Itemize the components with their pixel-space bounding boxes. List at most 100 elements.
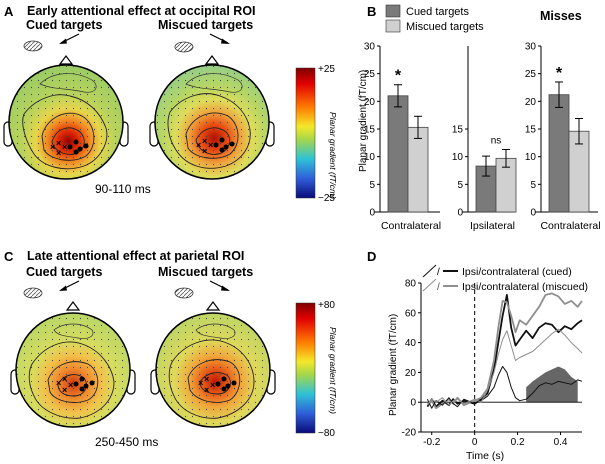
legend-miscued: / Ipsi/contralateral (miscued): [422, 278, 588, 293]
y-tick-label: 20: [364, 97, 376, 108]
panel-letter: A: [4, 4, 14, 19]
series-line-ipsi-cued: [426, 365, 583, 409]
group-label: Ipsilateral: [470, 220, 515, 232]
y-tick-label: 5: [369, 180, 375, 191]
svg-text:×: ×: [56, 378, 61, 388]
significance-label: ns: [491, 135, 502, 146]
bar-cued: [387, 95, 409, 213]
legend-label-miscued: Miscued targets: [406, 21, 484, 33]
y-tick-label: -20: [402, 428, 417, 439]
svg-text:×: ×: [50, 142, 55, 152]
y-tick-label: 25: [364, 69, 376, 80]
colorbar-min-label: −25: [318, 193, 335, 204]
colorbar-max-label: +80: [318, 300, 335, 311]
group-label: Contralateral: [540, 220, 600, 232]
y-tick-label: 5: [530, 180, 536, 191]
svg-text:/: /: [437, 282, 440, 293]
significance-label: *: [395, 68, 402, 85]
cued-label: Cued targets: [26, 265, 102, 279]
y-tick-label: 40: [405, 338, 417, 349]
svg-text:×: ×: [198, 378, 203, 388]
x-tick-label: 0.4: [554, 437, 568, 448]
cued-label: Cued targets: [26, 18, 102, 32]
y-tick-label: 0: [530, 208, 536, 219]
bar-chart: 0 5 10 15 20 25 30 * Contralateral 0 5 10 15 ns Ipsila…: [364, 42, 601, 233]
y-tick-label: 10: [452, 152, 464, 163]
y-tick-label: 80: [405, 279, 417, 290]
y-tick-label: 20: [525, 97, 537, 108]
y-axis-label: Planar gradient (fT/cm): [388, 314, 399, 416]
svg-text:×: ×: [62, 142, 67, 152]
y-tick-label: 10: [364, 152, 376, 163]
legend-swatch-cued: [385, 4, 401, 18]
line-chart: -20 0 20 40 60 80 -0.2 0 0.2 0.4: [402, 279, 583, 448]
misses-title: Misses: [540, 9, 582, 23]
right-arrow-icon: [209, 33, 230, 44]
y-tick-label: 0: [457, 208, 463, 219]
svg-text:×: ×: [202, 136, 207, 146]
bar-miscued: [407, 126, 429, 213]
svg-text:×: ×: [196, 140, 201, 150]
cue-ellipse-icon: [23, 287, 43, 299]
y-tick-label: 60: [405, 308, 417, 319]
svg-text:×: ×: [56, 148, 61, 158]
colorbar-a: +25 −25 Planar gradient (fT/cm): [295, 64, 338, 204]
colorbar-axis-label: Planar gradient (fT/cm): [328, 327, 338, 414]
miscued-label: Miscued targets: [158, 265, 253, 279]
cue-ellipse-icon: [174, 41, 194, 53]
x-tick-label: -0.2: [423, 437, 441, 448]
miscued-label: Miscued targets: [158, 18, 253, 32]
y-tick-label: 0: [410, 398, 416, 409]
panel-letter: B: [367, 4, 376, 19]
topomap-cued-late: × ×× ×: [10, 301, 136, 428]
colorbar-c: +80 −80 Planar gradient (fT/cm): [295, 300, 338, 439]
svg-text:/: /: [437, 267, 440, 278]
panel-letter: D: [367, 249, 376, 264]
y-tick-label: 15: [525, 125, 537, 136]
group-label: Contralateral: [381, 220, 441, 232]
time-window-label: 250-450 ms: [95, 435, 158, 449]
legend-cued: / Ipsi/contralateral (cued): [422, 264, 572, 278]
panel-title: Late attentional effect at parietal ROI: [27, 249, 244, 263]
svg-text:×: ×: [62, 385, 67, 395]
colorbar-max-label: +25: [318, 64, 335, 75]
svg-text:×: ×: [56, 138, 61, 148]
panel-letter: C: [4, 249, 14, 264]
cue-ellipse-icon: [23, 40, 43, 52]
svg-text:×: ×: [210, 380, 215, 390]
colorbar-axis-label: Planar gradient (fT/cm): [328, 112, 338, 199]
series-line-ipsi-miscued: [426, 328, 583, 406]
svg-text:×: ×: [204, 385, 209, 395]
y-tick-label: 15: [364, 125, 376, 136]
legend-label-cued: Ipsi/contralateral (cued): [462, 266, 572, 278]
y-tick-label: 20: [405, 368, 417, 379]
right-arrow-icon: [209, 280, 230, 291]
y-tick-label: 5: [457, 180, 463, 191]
y-tick-label: 0: [369, 208, 375, 219]
left-arrow-icon: [59, 33, 80, 44]
panel-c: C Late attentional effect at parietal RO…: [4, 249, 338, 449]
panel-b: B Cued targets Miscued targets Misses Pl…: [358, 4, 601, 232]
cue-ellipse-icon: [174, 287, 194, 299]
x-axis-label: Time (s): [466, 450, 504, 462]
y-tick-label: 10: [525, 152, 537, 163]
panel-d: D / Ipsi/contralateral (cued) / Ipsi/con…: [367, 249, 588, 462]
time-window-label: 90-110 ms: [95, 182, 151, 196]
panel-a: A Early attentional effect at occipital …: [3, 4, 338, 204]
legend-label-cued: Cued targets: [406, 6, 469, 18]
topomap-miscued-late: × ×× ×: [150, 301, 276, 428]
svg-text:×: ×: [204, 374, 209, 384]
bar-cued: [548, 94, 570, 213]
left-arrow-icon: [59, 280, 80, 291]
y-tick-label: 25: [525, 69, 537, 80]
legend-swatch-miscued: [385, 19, 401, 33]
x-tick-label: 0: [472, 437, 478, 448]
colorbar-min-label: −80: [318, 428, 335, 439]
y-axis-label: Planar gradient (fT/cm): [358, 70, 369, 172]
svg-text:×: ×: [62, 374, 67, 384]
topomap-miscued-early: × ×××: [149, 55, 275, 180]
panel-title: Early attentional effect at occipital RO…: [27, 4, 256, 18]
significance-label: *: [556, 65, 563, 82]
y-tick-label: 30: [364, 42, 376, 53]
